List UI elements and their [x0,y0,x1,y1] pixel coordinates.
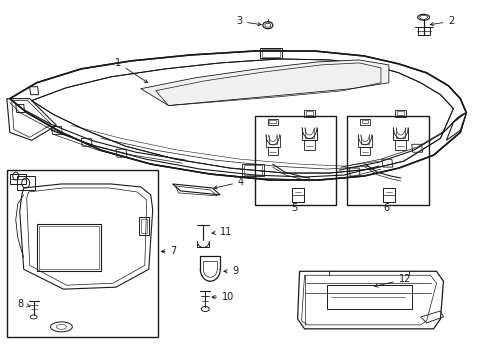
Bar [304,140,315,150]
Bar [260,48,282,58]
Polygon shape [446,113,466,140]
Bar [395,111,406,117]
Ellipse shape [419,15,428,19]
Text: 12: 12 [375,274,411,287]
Bar [347,116,429,205]
Text: 4: 4 [214,177,244,189]
Bar [362,120,368,123]
Bar [141,219,147,233]
Text: 7: 7 [161,247,177,256]
Bar [360,119,370,125]
Text: 3: 3 [236,16,261,26]
Bar [10,174,25,184]
Polygon shape [20,184,153,289]
Text: 6: 6 [384,203,390,213]
Text: 5: 5 [292,203,298,213]
Text: 1: 1 [115,58,147,83]
Text: 9: 9 [224,266,238,276]
Bar [244,165,262,175]
Bar [395,140,406,150]
Text: 2: 2 [430,16,455,26]
Bar [306,111,313,115]
Text: 11: 11 [212,226,232,237]
Bar [262,49,280,57]
Bar [242,164,264,176]
Bar [304,111,315,117]
Bar [39,226,99,269]
Bar [397,111,404,115]
Bar [268,147,278,155]
Bar [268,119,278,125]
Bar [17,176,35,190]
Bar [7,170,158,337]
Polygon shape [141,60,389,105]
Polygon shape [32,59,453,173]
Bar [360,147,370,155]
Polygon shape [297,271,443,329]
Bar [292,188,303,202]
Ellipse shape [265,23,271,27]
Text: 8: 8 [18,299,30,309]
Polygon shape [10,51,466,180]
Text: 10: 10 [212,292,234,302]
Polygon shape [172,184,220,195]
Bar [37,224,101,271]
Bar [255,116,336,205]
Bar [270,120,276,123]
Bar [327,285,412,309]
Bar [417,27,430,35]
Bar [383,188,395,202]
Bar [139,217,149,235]
